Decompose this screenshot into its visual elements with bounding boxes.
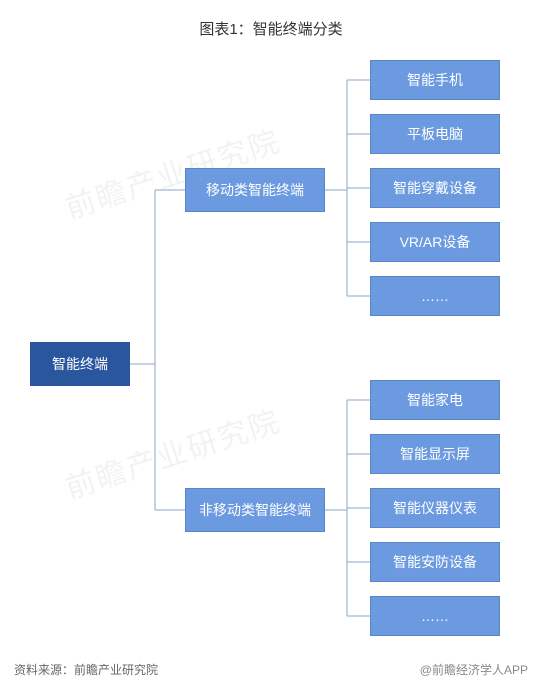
leaf-node-1-4: …… [370, 596, 500, 636]
chart-title: 图表1：智能终端分类 [0, 18, 542, 39]
leaf-node-0-1: 平板电脑 [370, 114, 500, 154]
footer-attribution: @前瞻经济学人APP [420, 661, 528, 678]
leaf-node-0-3: VR/AR设备 [370, 222, 500, 262]
leaf-node-0-0: 智能手机 [370, 60, 500, 100]
leaf-node-1-0: 智能家电 [370, 380, 500, 420]
leaf-node-1-3: 智能安防设备 [370, 542, 500, 582]
category-node-1: 非移动类智能终端 [185, 488, 325, 532]
leaf-node-0-4: …… [370, 276, 500, 316]
leaf-node-0-2: 智能穿戴设备 [370, 168, 500, 208]
leaf-node-1-2: 智能仪器仪表 [370, 488, 500, 528]
footer-source: 资料来源：前瞻产业研究院 [14, 661, 158, 678]
root-node: 智能终端 [30, 342, 130, 386]
leaf-node-1-1: 智能显示屏 [370, 434, 500, 474]
category-node-0: 移动类智能终端 [185, 168, 325, 212]
